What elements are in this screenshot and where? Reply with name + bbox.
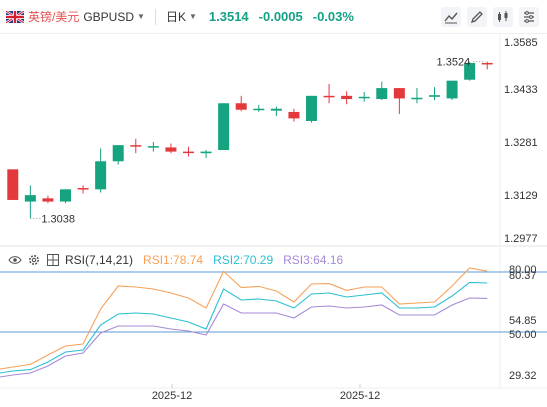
candle-body xyxy=(411,97,423,100)
draw-button[interactable] xyxy=(467,7,487,27)
candle-body xyxy=(323,95,335,98)
pair-dropdown-chevron-icon[interactable]: ▼ xyxy=(137,12,145,21)
rsi2-line xyxy=(0,281,488,374)
rsi2-value: RSI2:70.29 xyxy=(213,253,274,267)
candle-body xyxy=(200,151,212,154)
price-change-percent: -0.03% xyxy=(312,9,354,24)
period-dropdown-chevron-icon[interactable]: ▼ xyxy=(188,12,197,21)
price-axis-tick: 1.3433 xyxy=(504,84,538,96)
pencil-icon xyxy=(470,11,483,24)
candle-body xyxy=(376,88,388,100)
period-selector[interactable]: 日K xyxy=(165,10,186,24)
last-price: 1.3514 xyxy=(208,9,249,24)
candle-body xyxy=(393,88,405,99)
rsi-legend: RSI(7,14,21) RSI1:78.74 RSI2:70.29 RSI3:… xyxy=(8,251,343,269)
candle-body xyxy=(481,62,493,65)
candle-body xyxy=(270,108,282,111)
hide-indicator-eye-icon[interactable] xyxy=(8,253,22,267)
candle-body xyxy=(446,80,458,99)
rsi-axis-tick: 54.85 xyxy=(509,315,537,327)
settings-icon xyxy=(524,11,534,23)
candle-body xyxy=(60,189,71,202)
indicator-grid-icon[interactable] xyxy=(46,253,60,267)
pair-name[interactable]: 英镑/美元 xyxy=(28,10,80,24)
rsi3-line xyxy=(0,297,488,378)
candle-body xyxy=(358,96,370,99)
candle-body xyxy=(429,95,440,97)
candle-body xyxy=(42,198,54,202)
uk-flag-icon xyxy=(6,10,24,23)
candle-body xyxy=(218,103,230,150)
trend-line-button[interactable] xyxy=(441,7,461,27)
indicator-settings-gear-icon[interactable] xyxy=(27,253,41,267)
price-axis-tick: 1.2977 xyxy=(504,233,538,245)
candle-body xyxy=(112,145,124,162)
rsi-level-tick: 80.00 xyxy=(509,264,537,276)
time-axis-label: 2025-12 xyxy=(152,390,192,402)
rsi1-value: RSI1:78.74 xyxy=(143,253,204,267)
rsi-level-tick: 50.00 xyxy=(509,329,537,341)
candle-type-button[interactable] xyxy=(493,7,513,27)
pair-code[interactable]: GBPUSD xyxy=(83,9,135,24)
candle-body xyxy=(165,147,177,152)
rsi3-value: RSI3:64.16 xyxy=(283,253,344,267)
high-price-label: 1.3524 xyxy=(437,57,471,69)
price-axis-tick: 1.3129 xyxy=(504,190,538,202)
trend-line-icon xyxy=(444,12,458,24)
candle-body xyxy=(130,145,142,147)
chart-toolbar: 英镑/美元 GBPUSD ▼ 日K ▼ 1.3514 -0.0005 -0.03… xyxy=(0,0,547,34)
rsi-indicator-name[interactable]: RSI(7,14,21) xyxy=(65,253,134,267)
candle-body xyxy=(77,188,89,190)
candle-body xyxy=(341,95,353,100)
divider xyxy=(154,8,156,25)
low-price-label: 1.3038 xyxy=(41,213,75,225)
candle-body xyxy=(464,62,476,80)
rsi1-line xyxy=(0,267,488,370)
candle-body xyxy=(253,108,265,111)
rsi-axis-tick: 80.37 xyxy=(509,270,537,282)
candle-body xyxy=(183,151,194,154)
toolbar-tools xyxy=(441,7,539,27)
candle-body xyxy=(288,111,300,119)
price-axis-tick: 1.3281 xyxy=(504,137,538,149)
settings-button[interactable] xyxy=(519,7,539,27)
price-change: -0.0005 xyxy=(258,9,303,24)
candle-body xyxy=(95,161,107,190)
time-axis-label: 2025-12 xyxy=(340,390,380,402)
rsi-axis-tick: 29.32 xyxy=(509,370,537,382)
candle-body xyxy=(147,146,159,148)
candle-type-icon xyxy=(498,11,508,22)
candle-body xyxy=(235,103,247,110)
price-axis-tick: 1.3585 xyxy=(504,37,538,49)
candle-body xyxy=(7,169,19,200)
candle-body xyxy=(306,95,317,121)
candle-body xyxy=(24,195,36,202)
